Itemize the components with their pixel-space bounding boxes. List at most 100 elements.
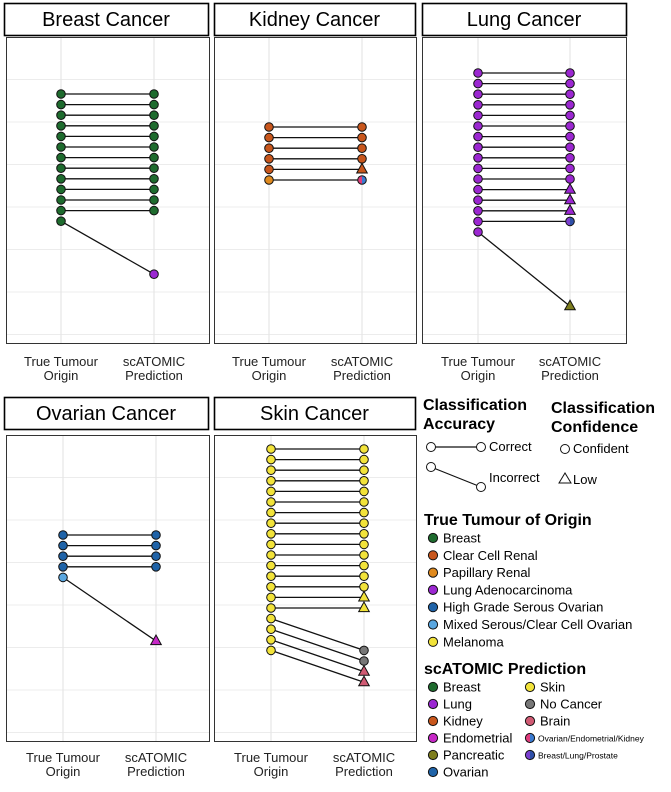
prediction-point <box>149 269 159 280</box>
origin-point <box>264 132 274 143</box>
panel-title-box <box>3 2 210 37</box>
panel-title-box <box>213 2 417 37</box>
x-tick-label-line: Origin <box>254 764 289 779</box>
panel-title-box <box>421 2 628 37</box>
legend-origin-swatch <box>427 602 439 613</box>
origin-point <box>56 142 66 152</box>
prediction-point <box>565 78 575 89</box>
origin-point <box>266 539 276 550</box>
prediction-point <box>149 142 159 152</box>
legend-origin-label: Lung Adenocarcinoma <box>443 582 573 597</box>
legend-prediction-label: Pancreatic <box>443 748 505 763</box>
panel-title: Kidney Cancer <box>249 9 381 31</box>
origin-point <box>56 99 66 110</box>
prediction-point <box>563 299 577 311</box>
legend-origin-label: High Grade Serous Ovarian <box>443 600 603 615</box>
prediction-point <box>357 600 371 613</box>
origin-point <box>56 89 66 99</box>
origin-point <box>56 152 66 163</box>
legend-prediction-swatch-half <box>525 750 530 760</box>
legend-prediction-title: scATOMIC Prediction <box>424 661 586 678</box>
prediction-point <box>563 203 577 215</box>
origin-point <box>473 121 483 131</box>
prediction-point <box>565 174 575 184</box>
prediction-point <box>359 656 369 666</box>
prediction-point <box>359 582 369 592</box>
origin-point <box>473 89 483 99</box>
origin-point <box>266 571 276 582</box>
legend-origin-label: Melanoma <box>443 634 504 649</box>
prediction-point <box>565 131 575 142</box>
x-tick-label-line: True Tumour <box>232 354 307 369</box>
panel-title-box <box>213 396 417 431</box>
panel-title: Breast Cancer <box>42 9 170 31</box>
legend-origin-swatch <box>427 567 439 578</box>
prediction-point <box>359 465 369 476</box>
prediction-point <box>565 89 575 99</box>
origin-point <box>266 624 276 635</box>
origin-point <box>473 68 483 78</box>
legend-prediction-label: Breast/Lung/Prostate <box>538 751 618 761</box>
legend-prediction-swatch <box>427 715 439 727</box>
prediction-point <box>359 444 369 454</box>
x-tick-label-line: Prediction <box>335 764 393 779</box>
origin-point <box>266 582 276 592</box>
link-line <box>270 639 365 673</box>
link-line <box>60 220 155 275</box>
prediction-point <box>149 121 159 131</box>
x-tick-label-right: scATOMIC Prediction <box>333 750 395 779</box>
x-tick-label-left: True Tumour Origin <box>24 354 99 383</box>
prediction-point <box>359 486 369 497</box>
panel-breast-cancer: Breast Cancer True Tumour Origin scATOMIC Pr… <box>3 2 210 383</box>
x-tick-label-line: scATOMIC <box>539 354 601 369</box>
legend-prediction-swatch <box>524 749 536 761</box>
prediction-point <box>149 205 159 216</box>
panel-title-box <box>3 396 210 431</box>
origin-point <box>56 131 66 142</box>
legend-incorrect-point <box>426 462 436 472</box>
legend-prediction-swatch <box>427 732 439 744</box>
x-tick-label-line: Origin <box>46 764 81 779</box>
origin-point <box>266 476 276 486</box>
prediction-point <box>149 184 159 195</box>
legend-origin-swatch <box>427 636 439 647</box>
legend-prediction-swatch-half <box>530 733 535 743</box>
panel-title: Ovarian Cancer <box>36 403 176 425</box>
prediction-point <box>149 99 159 110</box>
legend-prediction-label: Breast <box>443 680 481 695</box>
origin-point <box>56 121 66 131</box>
legend-prediction-swatch <box>427 698 439 710</box>
x-tick-label-line: Origin <box>461 368 496 383</box>
prediction-point <box>359 497 369 507</box>
legend-confident-label: Confident <box>573 441 629 456</box>
prediction-point <box>151 551 161 562</box>
legend-correct-point <box>476 442 486 452</box>
prediction-point <box>357 132 367 143</box>
prediction-point <box>149 163 159 173</box>
x-tick-label-line: scATOMIC <box>125 750 187 765</box>
legend-low-label: Low <box>573 472 597 487</box>
prediction-point <box>565 110 575 121</box>
legend-confidence-title: Classification <box>551 400 655 417</box>
legend-origin-swatch <box>427 550 439 561</box>
origin-point <box>56 216 66 226</box>
origin-point <box>56 163 66 173</box>
x-tick-label-line: Prediction <box>333 368 391 383</box>
prediction-point <box>151 530 161 540</box>
panel-kidney-cancer: Kidney Cancer True Tumour Origin scATOMIC Pr… <box>213 2 417 383</box>
legend-correct-label: Correct <box>489 439 532 454</box>
x-tick-label-left: True Tumour Origin <box>234 750 309 779</box>
origin-point <box>58 572 68 583</box>
origin-point <box>266 507 276 518</box>
origin-point <box>473 131 483 142</box>
prediction-point <box>565 100 575 110</box>
legend-origin-label: Mixed Serous/Clear Cell Ovarian <box>443 617 632 632</box>
prediction-point <box>565 153 575 163</box>
prediction-point <box>565 163 575 174</box>
x-tick-label-right: scATOMIC Prediction <box>331 354 393 383</box>
origin-point <box>58 562 68 572</box>
x-tick-label-line: scATOMIC <box>333 750 395 765</box>
legend-prediction-label: Lung <box>443 697 472 712</box>
prediction-point <box>357 122 367 132</box>
